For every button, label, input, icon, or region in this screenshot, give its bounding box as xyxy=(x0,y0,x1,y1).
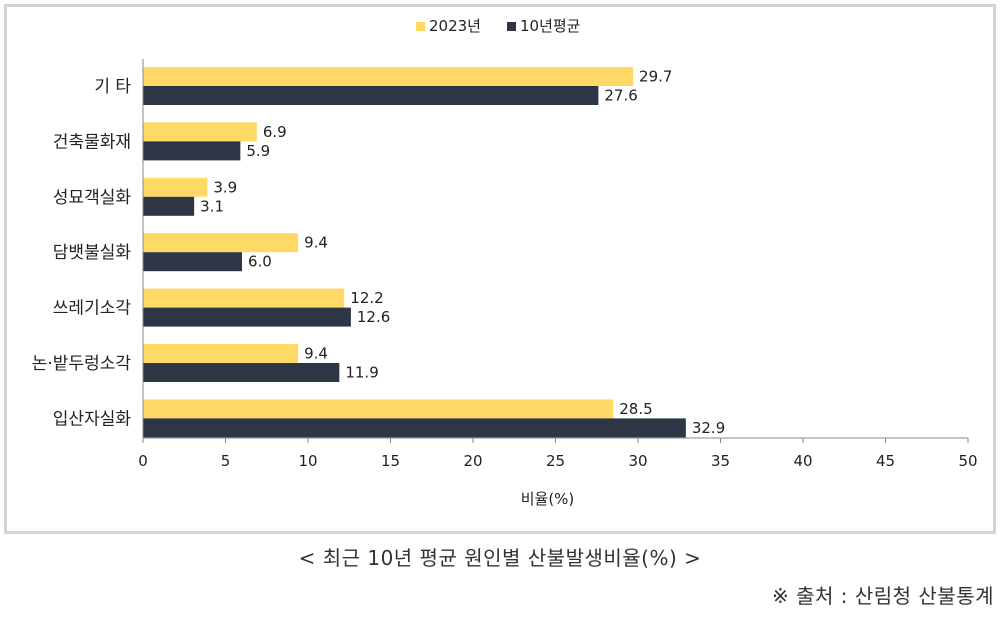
value-label: 9.4 xyxy=(304,345,328,363)
bar-average-4 xyxy=(143,307,351,327)
value-label: 12.6 xyxy=(357,308,390,326)
bar-current-6 xyxy=(143,399,614,419)
bar-chart: 2023년 10년평균 29.727.6 6.95.9 3.93.1 9.4 6.0 12.… xyxy=(32,17,978,508)
bar-average-6 xyxy=(143,418,686,438)
x-axis-title: 비율(%) xyxy=(521,490,575,508)
category-label: 기 타 xyxy=(94,77,131,97)
value-label: 9.4 xyxy=(304,234,328,252)
value-label: 29.7 xyxy=(639,68,672,86)
bar-current-5 xyxy=(143,344,299,363)
legend-swatch xyxy=(416,22,425,31)
legend-label: 10년평균 xyxy=(520,17,581,35)
value-label: 11.9 xyxy=(345,364,378,382)
category-label: 담뱃불실화 xyxy=(53,243,132,263)
value-label: 5.9 xyxy=(246,142,270,160)
bar-group: 29.727.6 6.95.9 3.93.1 9.4 6.0 12.212.6 9.4 11.… xyxy=(143,67,725,438)
legend-swatch xyxy=(507,22,516,31)
chart-legend: 2023년 10년평균 xyxy=(416,17,581,35)
chart-frame: 2023년 10년평균 29.7 27.6 6.9 5.9 3.9 3.1 9.4 6.0 12.… xyxy=(4,4,996,534)
value-label: 6.0 xyxy=(248,253,272,271)
x-tick-label: 30 xyxy=(628,452,647,470)
x-tick-label: 20 xyxy=(463,452,482,470)
bar-average-5 xyxy=(143,363,340,382)
bar-average-1 xyxy=(143,141,241,161)
x-tick-label: 45 xyxy=(876,452,895,470)
bar-average-0 xyxy=(143,86,599,105)
x-tick-label: 5 xyxy=(221,452,231,470)
value-label: 3.9 xyxy=(213,178,237,196)
figure-caption: < 최근 10년 평균 원인별 산불발생비율(%) > xyxy=(298,546,702,570)
category-label: 쓰레기소각 xyxy=(53,299,132,319)
category-label: 입산자실화 xyxy=(53,409,132,429)
x-tick-label: 40 xyxy=(793,452,812,470)
legend-label: 2023년 xyxy=(429,17,481,35)
category-label: 건축물화재 xyxy=(53,132,131,152)
bar-average-2 xyxy=(143,196,195,216)
source-note: ※ 출처 : 산림청 산불통계 xyxy=(771,584,994,608)
x-tick-label: 10 xyxy=(298,452,317,470)
x-tick-label: 35 xyxy=(711,452,730,470)
x-tick-label: 0 xyxy=(138,452,148,470)
value-label: 32.9 xyxy=(692,419,725,437)
x-tick-label: 25 xyxy=(546,452,565,470)
value-label: 6.9 xyxy=(263,123,287,141)
value-label: 12.2 xyxy=(350,289,383,307)
bar-current-4 xyxy=(143,288,345,308)
x-tick-label: 15 xyxy=(381,452,400,470)
bar-current-0 xyxy=(143,67,634,86)
bar-current-1 xyxy=(143,122,257,142)
value-label: 28.5 xyxy=(619,400,652,418)
value-label: 3.1 xyxy=(200,197,224,215)
x-axis: 0 5 10 15 20 25 30 35 40 45 50 비율(%) xyxy=(138,59,978,508)
x-tick-label: 50 xyxy=(958,452,977,470)
bar-current-3 xyxy=(143,233,299,253)
bar-current-2 xyxy=(143,177,208,197)
bar-average-3 xyxy=(143,252,242,272)
value-label: 27.6 xyxy=(604,87,637,105)
category-label: 성묘객실화 xyxy=(53,188,132,208)
category-label: 논·밭두렁소각 xyxy=(32,354,132,374)
